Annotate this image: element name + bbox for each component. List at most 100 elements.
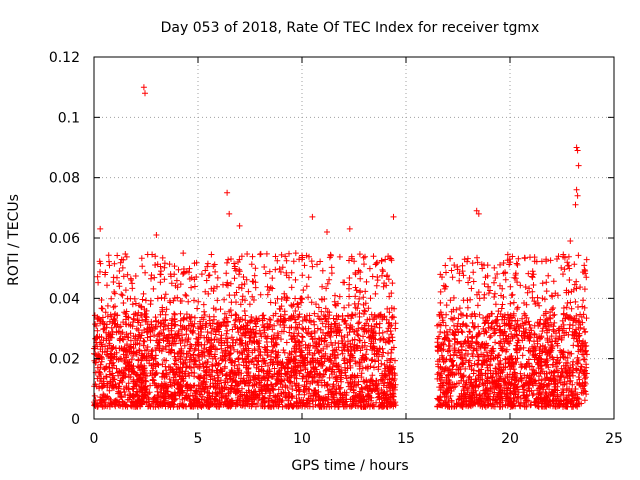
data-point xyxy=(136,341,143,347)
data-point xyxy=(318,377,325,384)
data-point xyxy=(228,312,235,319)
data-point xyxy=(132,300,139,307)
data-point xyxy=(302,344,309,351)
data-point xyxy=(437,329,444,335)
data-point xyxy=(228,299,235,306)
data-point xyxy=(96,369,103,376)
data-point xyxy=(162,311,169,318)
data-point xyxy=(443,302,450,309)
data-point xyxy=(299,334,306,341)
data-point xyxy=(319,267,326,274)
data-point xyxy=(253,330,259,336)
data-point xyxy=(268,356,275,363)
data-point xyxy=(286,374,293,381)
data-point xyxy=(583,274,590,281)
data-point xyxy=(127,402,134,409)
data-point xyxy=(172,321,179,328)
data-point xyxy=(278,251,285,258)
data-point xyxy=(286,250,292,257)
data-point xyxy=(343,375,350,382)
data-point xyxy=(378,257,385,264)
data-point xyxy=(173,277,180,284)
data-point xyxy=(360,357,367,364)
data-point xyxy=(252,284,259,291)
data-point xyxy=(286,329,293,336)
data-point xyxy=(316,336,323,343)
data-point xyxy=(314,325,321,332)
data-point xyxy=(449,362,456,369)
data-point xyxy=(123,253,130,260)
data-point xyxy=(104,302,111,309)
data-point xyxy=(365,305,372,312)
data-point xyxy=(326,374,333,381)
data-point xyxy=(221,296,228,303)
data-point xyxy=(212,362,219,369)
data-point xyxy=(95,279,102,286)
data-point xyxy=(524,289,531,296)
data-point xyxy=(272,266,279,273)
data-point xyxy=(274,257,281,264)
data-point xyxy=(179,387,186,394)
data-point xyxy=(315,304,322,311)
data-point xyxy=(311,310,318,317)
data-point xyxy=(114,274,120,281)
data-point xyxy=(491,264,498,271)
data-point xyxy=(185,370,192,377)
data-point xyxy=(252,265,259,272)
data-point xyxy=(191,314,198,321)
data-point xyxy=(162,316,169,323)
data-point xyxy=(329,342,336,349)
data-point xyxy=(550,305,557,311)
data-point xyxy=(91,312,98,319)
data-point xyxy=(282,253,289,260)
data-point xyxy=(232,317,239,324)
data-point xyxy=(250,297,257,303)
data-point xyxy=(161,276,168,283)
data-point xyxy=(139,296,146,303)
data-point xyxy=(127,337,134,344)
data-point xyxy=(568,305,575,312)
data-point xyxy=(360,333,366,340)
data-point xyxy=(442,262,449,269)
data-point xyxy=(290,312,297,319)
data-point xyxy=(140,290,147,297)
data-point xyxy=(191,320,198,327)
data-point xyxy=(551,311,558,318)
data-point xyxy=(157,311,164,318)
data-point xyxy=(194,353,201,359)
data-point xyxy=(376,312,383,319)
data-point xyxy=(143,307,150,314)
data-point xyxy=(326,312,333,319)
data-point xyxy=(208,330,215,337)
data-point xyxy=(261,329,268,336)
data-point xyxy=(288,336,295,343)
data-point xyxy=(332,339,339,346)
data-point xyxy=(299,333,305,340)
data-point xyxy=(492,339,499,346)
data-point xyxy=(224,259,230,266)
data-point xyxy=(139,263,146,270)
data-point xyxy=(580,297,587,304)
data-point xyxy=(470,269,477,276)
data-point xyxy=(142,297,149,304)
data-point xyxy=(143,357,150,364)
data-point xyxy=(352,304,359,311)
data-point xyxy=(367,295,374,302)
data-point xyxy=(474,302,481,309)
data-point xyxy=(443,311,450,318)
data-point xyxy=(437,299,444,306)
data-point xyxy=(383,282,390,289)
data-point xyxy=(522,255,528,262)
data-point xyxy=(204,263,211,270)
data-point xyxy=(227,280,234,287)
data-point xyxy=(355,381,362,388)
data-point xyxy=(280,347,287,354)
data-point xyxy=(352,293,359,300)
data-point xyxy=(144,251,151,258)
data-point xyxy=(147,382,154,389)
data-point xyxy=(143,314,150,321)
data-point xyxy=(281,349,288,356)
data-point xyxy=(331,355,338,362)
data-point xyxy=(468,285,475,292)
data-point xyxy=(305,274,312,281)
